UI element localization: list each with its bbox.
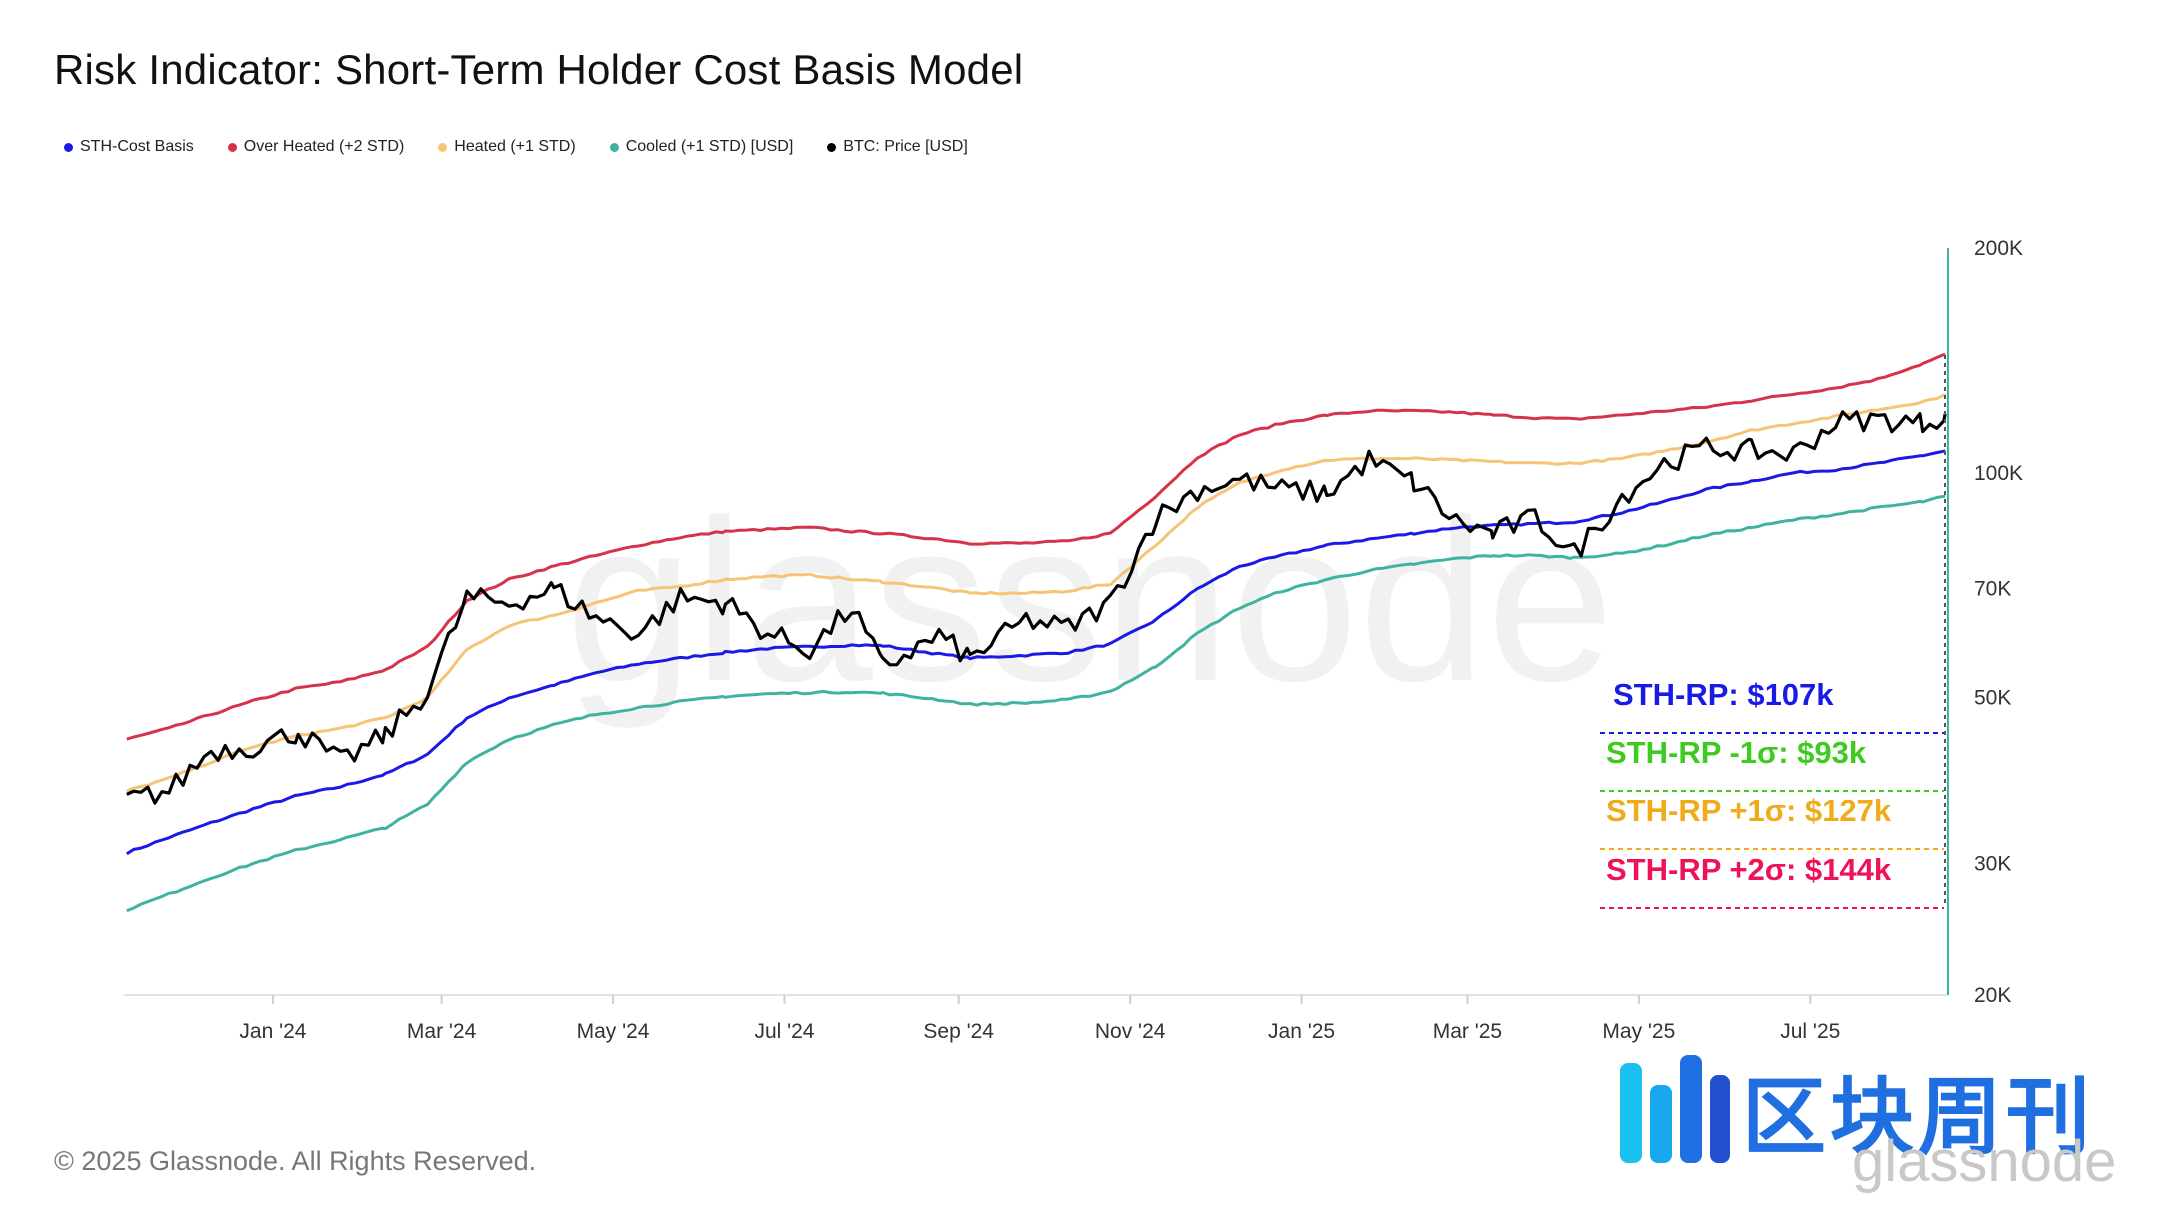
blockweekly-logo: 区块周刊 glassnode: [1620, 1040, 2140, 1194]
y-tick-label: 70K: [1974, 578, 2011, 601]
chart-title: Risk Indicator: Short-Term Holder Cost B…: [54, 46, 1024, 93]
series-line-over-heated-2-std: [126, 353, 1946, 741]
legend-dot: [827, 142, 837, 152]
legend-item-heated[interactable]: Heated (+1 STD): [438, 138, 576, 156]
y-tick-label: 200K: [1974, 237, 2023, 260]
series-line-sth-cost-basis: [126, 449, 1946, 856]
x-tick-label: May '25: [1602, 1020, 1675, 1043]
legend-item-cooled[interactable]: Cooled (+1 STD) [USD]: [609, 138, 794, 156]
series-line-btc-price-usd: [126, 410, 1947, 805]
y-tick-label: 50K: [1974, 687, 2011, 710]
legend-label: STH-Cost Basis: [80, 138, 194, 155]
legend-item-btc-price[interactable]: BTC: Price [USD]: [827, 138, 968, 156]
logo-bar: [1620, 1063, 1642, 1163]
axis-layer: Jan '24 Mar '24 May '24 Jul '24 Sep '24 Nov '…: [124, 237, 2023, 1043]
annotation-label: STH-RP -1σ: $93k: [1606, 735, 1867, 770]
x-tick-label: Nov '24: [1095, 1020, 1166, 1043]
series-line-heated-1-std: [126, 393, 1946, 793]
legend-dot: [64, 142, 73, 152]
legend-dot: [609, 142, 619, 152]
x-tick-label: Mar '25: [1433, 1020, 1502, 1043]
copyright-footer: © 2025 Glassnode. All Rights Reserved.: [54, 1146, 537, 1176]
chart-legend: STH-Cost Basis Over Heated (+2 STD) Heat…: [64, 138, 968, 156]
series-layer: [126, 353, 1947, 913]
legend-dot: [227, 142, 237, 152]
logo-bar: [1680, 1055, 1702, 1163]
watermark: glassnode: [566, 472, 1615, 729]
x-tick-label: Jan '24: [239, 1020, 306, 1043]
annotation-layer: STH-RP: $107k STH-RP -1σ: $93k STH-RP +1σ:…: [1600, 677, 1944, 909]
x-tick-label: Mar '24: [407, 1020, 477, 1043]
annotation-label: STH-RP +1σ: $127k: [1606, 793, 1892, 828]
blockweekly-logo-icon: [1620, 1048, 1730, 1163]
logo-bar: [1650, 1085, 1672, 1163]
x-tick-label: Jul '25: [1780, 1020, 1840, 1043]
annotation-label: STH-RP: $107k: [1613, 677, 1834, 712]
legend-label: BTC: Price [USD]: [843, 138, 968, 155]
legend-label: Heated (+1 STD): [454, 138, 576, 155]
legend-label: Over Heated (+2 STD): [243, 138, 405, 155]
series-line-cooled-1-std-usd: [126, 494, 1946, 913]
legend-label: Cooled (+1 STD) [USD]: [625, 138, 794, 155]
y-tick-label: 30K: [1974, 852, 2011, 875]
logo-bar: [1710, 1075, 1730, 1163]
y-tick-label: 20K: [1974, 984, 2011, 1007]
legend-item-sth-cost-basis[interactable]: STH-Cost Basis: [64, 138, 194, 156]
x-tick-label: Sep '24: [923, 1020, 994, 1043]
annotation-label: STH-RP +2σ: $144k: [1606, 852, 1892, 887]
x-tick-label: Jan '25: [1268, 1020, 1335, 1043]
logo-cn-text: 区块周刊: [1742, 1068, 2095, 1166]
legend-item-over-heated[interactable]: Over Heated (+2 STD): [227, 138, 405, 156]
x-tick-label: May '24: [577, 1020, 650, 1043]
logo-en-text: glassnode: [1852, 1129, 2117, 1194]
legend-dot: [438, 142, 448, 152]
x-tick-label: Jul '24: [754, 1020, 814, 1043]
y-tick-label: 100K: [1974, 462, 2023, 485]
